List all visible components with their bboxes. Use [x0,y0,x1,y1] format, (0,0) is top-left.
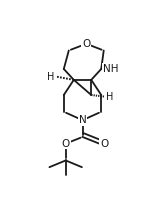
Text: H: H [47,72,55,82]
Text: O: O [100,139,109,149]
Text: O: O [82,39,90,49]
Text: O: O [62,139,70,149]
Text: NH: NH [103,64,118,74]
Text: H: H [106,92,114,102]
Text: N: N [79,115,86,125]
